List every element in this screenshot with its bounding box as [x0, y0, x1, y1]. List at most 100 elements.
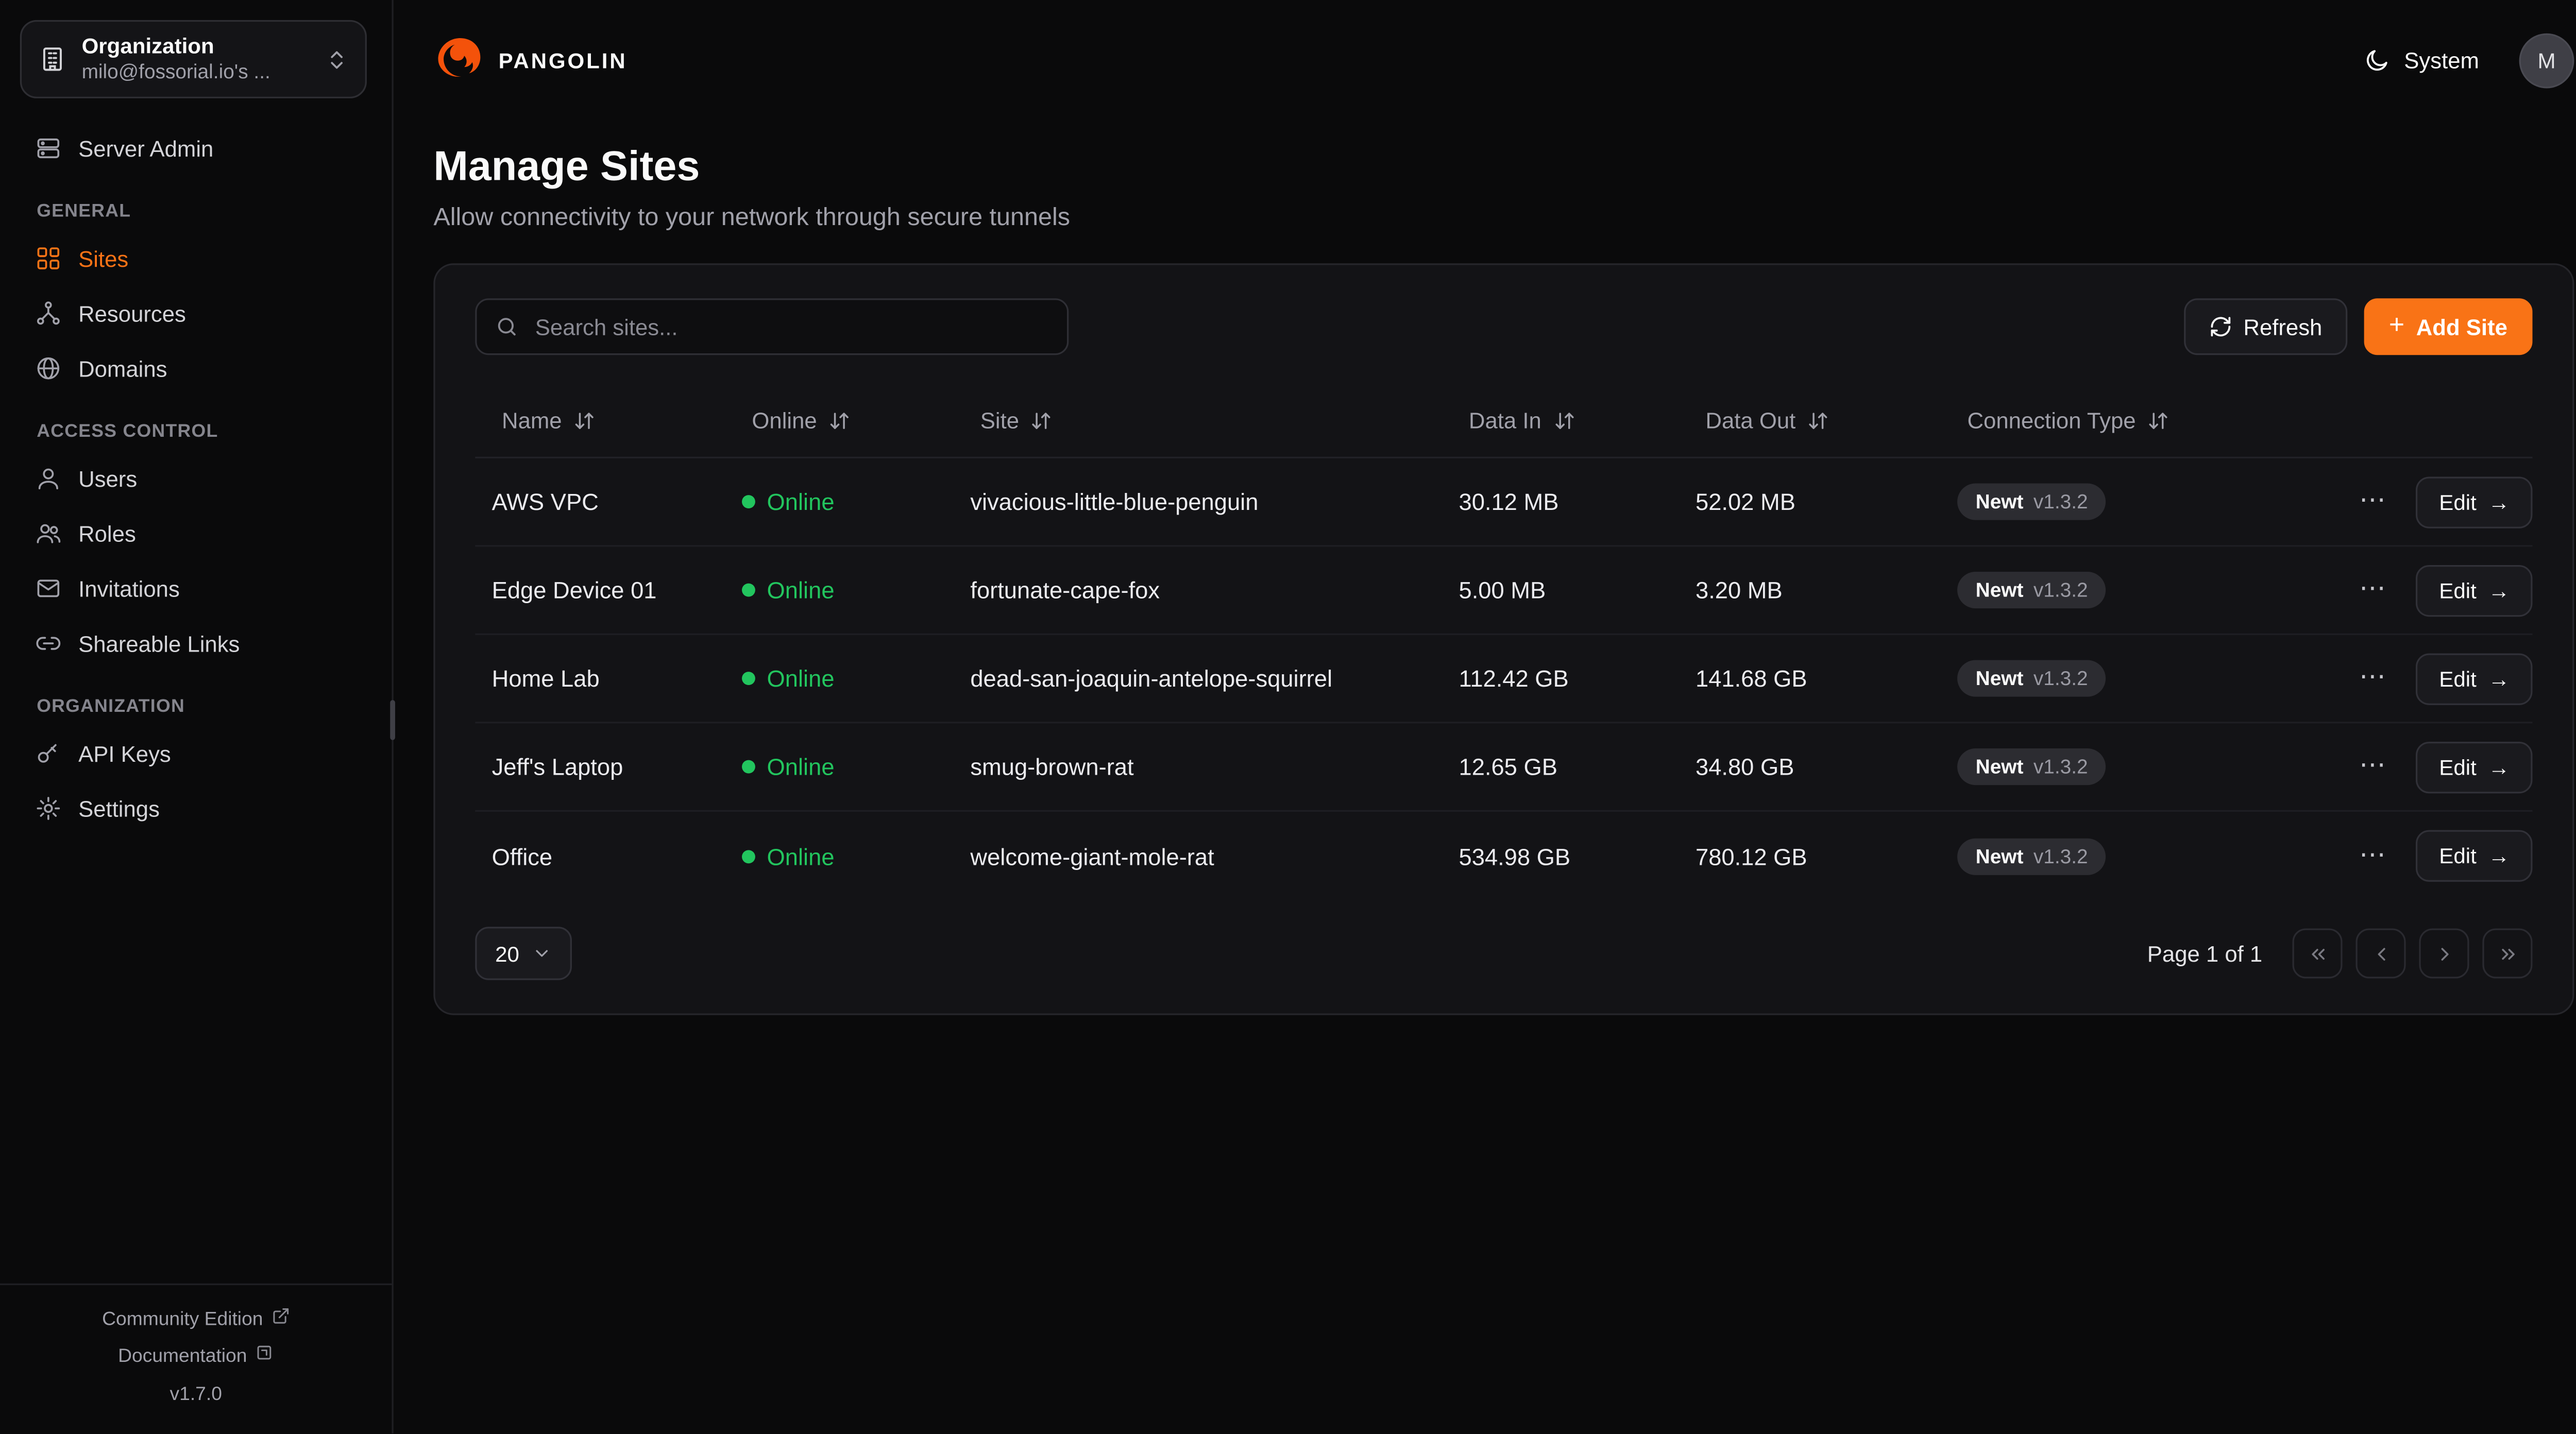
- column-header-online[interactable]: Online: [725, 408, 954, 433]
- sidebar-item-settings[interactable]: Settings: [20, 782, 372, 835]
- org-selector[interactable]: Organization milo@fossorial.io's ...: [20, 20, 367, 99]
- column-label: Data In: [1468, 408, 1541, 434]
- data-out-value: 141.68 GB: [1696, 665, 1807, 692]
- sidebar-item-label: Resources: [78, 301, 186, 327]
- connection-badge: Newt v1.3.2: [1957, 660, 2107, 697]
- sidebar-item-label: Domains: [78, 356, 167, 382]
- sidebar-item-label: Users: [78, 466, 138, 491]
- key-icon: [35, 741, 62, 767]
- pagination: Page 1 of 1: [2147, 928, 2533, 979]
- last-page-button[interactable]: [2482, 928, 2533, 979]
- site-status: Online: [725, 665, 954, 692]
- avatar[interactable]: M: [2519, 32, 2574, 88]
- column-header-connection-type[interactable]: Connection Type: [1941, 408, 2332, 433]
- column-header-data-out[interactable]: Data Out: [1679, 408, 1941, 433]
- chevrons-up-down-icon: [325, 48, 348, 71]
- online-dot-icon: [742, 672, 755, 685]
- connection-client: Newt: [1975, 490, 2024, 514]
- column-header-name[interactable]: Name: [475, 408, 725, 433]
- search-input[interactable]: [532, 312, 1049, 341]
- sidebar-footer: Community Edition Documentation v1.7.0: [0, 1283, 392, 1433]
- sidebar-resize-handle[interactable]: [390, 700, 395, 740]
- data-in-value: 30.12 MB: [1459, 488, 1559, 515]
- row-menu-button[interactable]: ⋯: [2349, 836, 2396, 876]
- sidebar-item-resources[interactable]: Resources: [20, 287, 372, 340]
- edit-button[interactable]: Edit →: [2415, 830, 2533, 882]
- sidebar-item-api-keys[interactable]: API Keys: [20, 727, 372, 781]
- row-actions: ⋯ Edit →: [2332, 564, 2540, 616]
- sidebar-item-shareable-links[interactable]: Shareable Links: [20, 617, 372, 671]
- connection-badge: Newt v1.3.2: [1957, 571, 2107, 609]
- data-in-value: 534.98 GB: [1459, 842, 1571, 869]
- sidebar-item-label: Roles: [78, 521, 136, 547]
- connection-client: Newt: [1975, 755, 2024, 779]
- sidebar-item-server-admin[interactable]: Server Admin: [20, 122, 372, 176]
- data-in-value: 12.65 GB: [1459, 753, 1557, 780]
- plus-icon: +: [2388, 312, 2405, 340]
- connection-version: v1.3.2: [2033, 844, 2088, 868]
- online-dot-icon: [742, 495, 755, 508]
- edit-button[interactable]: Edit →: [2415, 741, 2533, 793]
- community-edition-link[interactable]: Community Edition: [13, 1301, 379, 1339]
- online-label: Online: [767, 665, 835, 692]
- community-edition-label: Community Edition: [102, 1309, 263, 1330]
- table-footer: 20 Page 1 of 1: [475, 927, 2533, 980]
- previous-page-button[interactable]: [2355, 928, 2406, 979]
- sidebar-item-sites[interactable]: Sites: [20, 232, 372, 286]
- toolbar-actions: Refresh + Add Site: [2183, 298, 2533, 355]
- sort-icon: [1809, 413, 1827, 429]
- sidebar-item-users[interactable]: Users: [20, 452, 372, 506]
- sidebar-item-roles[interactable]: Roles: [20, 507, 372, 561]
- site-tunnel-name: vivacious-little-blue-penguin: [970, 488, 1259, 515]
- column-header-data-in[interactable]: Data In: [1442, 408, 1679, 434]
- row-menu-button[interactable]: ⋯: [2349, 747, 2396, 787]
- site-tunnel-name: dead-san-joaquin-antelope-squirrel: [970, 665, 1333, 692]
- site-tunnel-name: fortunate-cape-fox: [970, 576, 1160, 604]
- main-content: PANGOLIN System M Manage Sites Allow con…: [394, 0, 2576, 1433]
- row-menu-button[interactable]: ⋯: [2349, 658, 2396, 698]
- connection-version: v1.3.2: [2033, 667, 2088, 690]
- org-selector-text: Organization milo@fossorial.io's ...: [82, 33, 310, 86]
- documentation-link[interactable]: Documentation: [13, 1339, 379, 1376]
- page-size-select[interactable]: 20: [475, 927, 573, 980]
- connection-type-cell: Newt v1.3.2: [1941, 748, 2332, 786]
- brand[interactable]: PANGOLIN: [433, 35, 627, 85]
- version-label: v1.7.0: [170, 1384, 222, 1405]
- sidebar: Organization milo@fossorial.io's ... Ser…: [0, 0, 395, 1433]
- row-actions: ⋯ Edit →: [2332, 830, 2540, 882]
- edit-button[interactable]: Edit →: [2415, 564, 2533, 616]
- edit-button[interactable]: Edit →: [2415, 652, 2533, 705]
- sidebar-item-invitations[interactable]: Invitations: [20, 562, 372, 616]
- sidebar-item-domains[interactable]: Domains: [20, 342, 372, 396]
- section-label-organization: ORGANIZATION: [37, 697, 185, 718]
- next-page-button[interactable]: [2419, 928, 2469, 979]
- data-out-value: 34.80 GB: [1696, 753, 1794, 780]
- site-status: Online: [725, 488, 954, 515]
- edit-button[interactable]: Edit →: [2415, 475, 2533, 528]
- top-right: System M: [2354, 32, 2574, 88]
- connection-version: v1.3.2: [2033, 490, 2088, 514]
- online-label: Online: [767, 576, 835, 604]
- page-header: Manage Sites Allow connectivity to your …: [394, 120, 2576, 232]
- refresh-button[interactable]: Refresh: [2183, 298, 2347, 355]
- connection-type-cell: Newt v1.3.2: [1941, 571, 2332, 609]
- table-header-row: Name Online Site Data In: [475, 385, 2533, 458]
- first-page-button[interactable]: [2292, 928, 2343, 979]
- link-icon: [35, 630, 62, 657]
- documentation-label: Documentation: [118, 1347, 247, 1368]
- site-status: Online: [725, 843, 954, 869]
- top-bar: PANGOLIN System M: [394, 0, 2576, 120]
- data-out-value: 780.12 GB: [1696, 842, 1807, 869]
- row-menu-button[interactable]: ⋯: [2349, 570, 2396, 610]
- page-info: Page 1 of 1: [2147, 941, 2263, 966]
- column-label: Site: [980, 408, 1020, 434]
- theme-toggle-button[interactable]: System: [2354, 45, 2489, 75]
- row-menu-button[interactable]: ⋯: [2349, 482, 2396, 522]
- site-name: Jeff's Laptop: [492, 753, 623, 780]
- users-icon: [35, 520, 62, 547]
- page-size-value: 20: [495, 941, 519, 966]
- sidebar-item-label: Sites: [78, 246, 129, 271]
- globe-icon: [35, 355, 62, 382]
- column-header-site[interactable]: Site: [954, 408, 1442, 434]
- add-site-button[interactable]: + Add Site: [2364, 298, 2533, 355]
